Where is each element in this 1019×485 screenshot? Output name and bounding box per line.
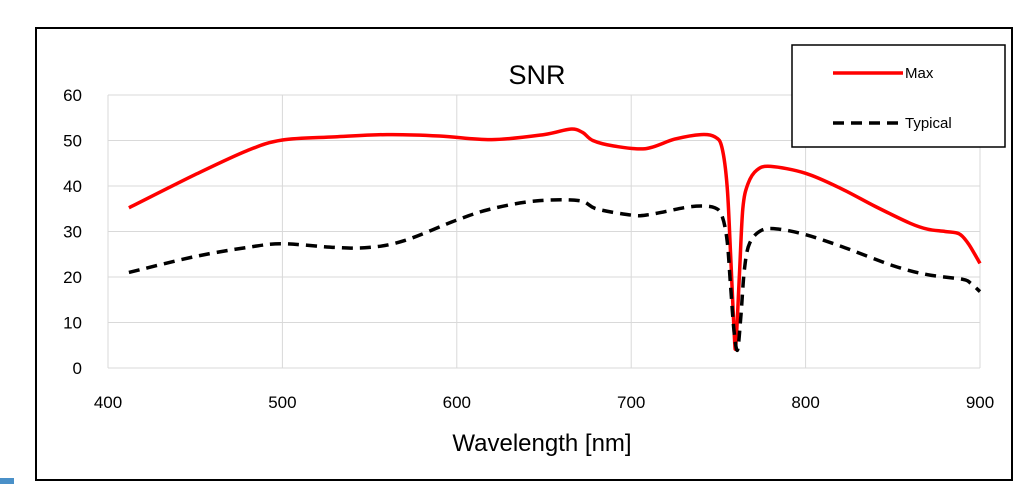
x-tick-label: 800: [791, 393, 819, 412]
grid-lines: [107, 94, 981, 369]
y-tick-label: 10: [63, 314, 82, 333]
y-tick-label: 50: [63, 132, 82, 151]
x-tick-label: 600: [443, 393, 471, 412]
x-tick-label: 500: [268, 393, 296, 412]
x-tick-label: 400: [94, 393, 122, 412]
series-line-typical: [128, 198, 982, 353]
y-tick-label: 30: [63, 223, 82, 242]
x-tick-label: 700: [617, 393, 645, 412]
y-tick-label: 0: [73, 359, 82, 378]
chart-title: SNR: [508, 60, 565, 90]
y-tick-label: 20: [63, 268, 82, 287]
x-tick-label: 900: [966, 393, 994, 412]
series-lines: [128, 127, 982, 353]
x-axis-label: Wavelength [nm]: [452, 430, 631, 457]
legend-label-typical: Typical: [905, 115, 952, 132]
y-tick-label: 40: [63, 177, 82, 196]
legend-label-max: Max: [905, 65, 934, 82]
legend: Max Typical: [791, 44, 1006, 148]
y-tick-label: 60: [63, 86, 82, 105]
series-line-max: [128, 127, 982, 351]
legend-box: [791, 44, 1006, 148]
x-tick-labels: 400 500 600 700 800 900: [94, 393, 994, 412]
corner-mark: [0, 478, 14, 484]
y-tick-labels: 0 10 20 30 40 50 60: [63, 86, 82, 378]
